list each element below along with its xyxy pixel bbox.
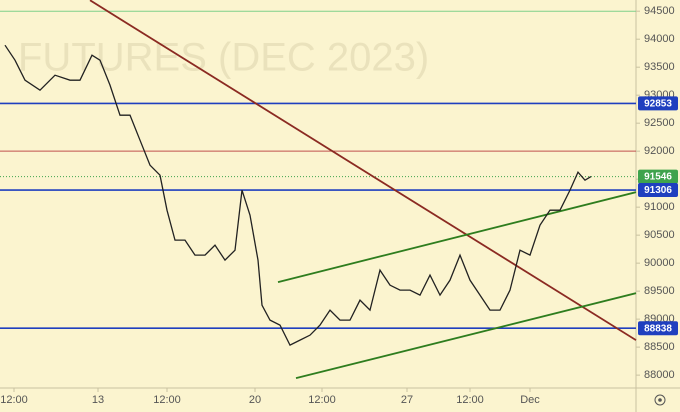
x-tick-label: 12:00 (0, 394, 28, 406)
price-line (4, 44, 592, 346)
price-label-box (638, 96, 678, 111)
settings-icon[interactable] (654, 394, 666, 406)
price-label-box (638, 169, 678, 184)
x-tick-label: 13 (92, 394, 104, 406)
y-tick-label: 94500 (644, 5, 675, 17)
y-tick-label: 90500 (644, 229, 675, 241)
trend-line (277, 191, 637, 283)
trend-line (295, 292, 637, 380)
x-tick-label: Dec (520, 394, 540, 406)
y-tick-label: 92500 (644, 117, 675, 129)
price-label-box (638, 321, 678, 336)
price-label: 88838 (644, 323, 672, 334)
x-tick-label: 12:00 (308, 394, 336, 406)
x-tick-label: 12:00 (456, 394, 484, 406)
price-label-box (638, 183, 678, 198)
y-tick-label: 89500 (644, 285, 675, 297)
price-label: 92853 (644, 99, 672, 110)
x-tick-label: 27 (401, 394, 413, 406)
price-label: 91546 (644, 172, 672, 183)
watermark: FUTURES (DEC 2023) (18, 36, 429, 80)
y-tick-label: 88000 (644, 369, 675, 381)
x-tick-label: 20 (249, 394, 261, 406)
trend-line (89, 0, 637, 341)
x-tick-label: 12:00 (153, 394, 181, 406)
price-label: 91306 (644, 185, 672, 196)
settings-icon-dot (658, 398, 662, 402)
y-tick-label: 90000 (644, 257, 675, 269)
y-tick-label: 93500 (644, 61, 675, 73)
y-tick-label: 91000 (644, 201, 675, 213)
y-tick-label: 92000 (644, 145, 675, 157)
y-tick-label: 94000 (644, 33, 675, 45)
y-tick-label: 88500 (644, 341, 675, 353)
